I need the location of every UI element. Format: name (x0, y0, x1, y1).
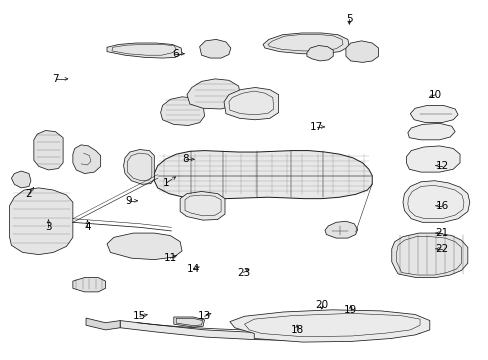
Text: 8: 8 (183, 154, 189, 164)
Text: 11: 11 (163, 253, 177, 263)
Polygon shape (154, 150, 371, 199)
Polygon shape (306, 45, 332, 61)
Polygon shape (199, 40, 230, 58)
Text: 22: 22 (434, 244, 447, 254)
Text: 12: 12 (434, 161, 447, 171)
Text: 15: 15 (133, 311, 146, 321)
Polygon shape (407, 123, 454, 140)
Polygon shape (11, 171, 31, 188)
Text: 7: 7 (52, 74, 59, 84)
Polygon shape (123, 149, 154, 184)
Text: 19: 19 (344, 305, 357, 315)
Polygon shape (173, 317, 204, 327)
Polygon shape (391, 233, 467, 278)
Polygon shape (120, 320, 419, 341)
Polygon shape (325, 221, 357, 238)
Text: 13: 13 (198, 311, 211, 321)
Text: 3: 3 (45, 222, 52, 232)
Polygon shape (224, 87, 278, 120)
Polygon shape (9, 188, 73, 255)
Text: 2: 2 (25, 189, 32, 199)
Polygon shape (402, 181, 469, 222)
Text: 21: 21 (434, 228, 447, 238)
Text: 6: 6 (172, 49, 178, 59)
Text: 18: 18 (290, 325, 303, 335)
Text: 17: 17 (309, 122, 323, 132)
Text: 14: 14 (186, 264, 200, 274)
Polygon shape (160, 97, 204, 126)
Text: 9: 9 (125, 196, 131, 206)
Polygon shape (263, 33, 348, 54)
Polygon shape (345, 41, 378, 62)
Text: 16: 16 (434, 201, 447, 211)
Polygon shape (34, 131, 63, 170)
Polygon shape (409, 105, 457, 123)
Polygon shape (86, 318, 120, 330)
Text: 10: 10 (428, 90, 441, 100)
Polygon shape (107, 233, 182, 260)
Text: 20: 20 (314, 300, 327, 310)
Text: 23: 23 (236, 267, 250, 278)
Polygon shape (229, 310, 429, 342)
Polygon shape (107, 43, 182, 58)
Polygon shape (406, 146, 459, 172)
Polygon shape (73, 145, 101, 174)
Polygon shape (186, 79, 240, 109)
Polygon shape (180, 192, 224, 220)
Polygon shape (73, 278, 105, 292)
Text: 4: 4 (84, 222, 91, 232)
Text: 5: 5 (346, 14, 352, 24)
Text: 1: 1 (163, 178, 169, 188)
